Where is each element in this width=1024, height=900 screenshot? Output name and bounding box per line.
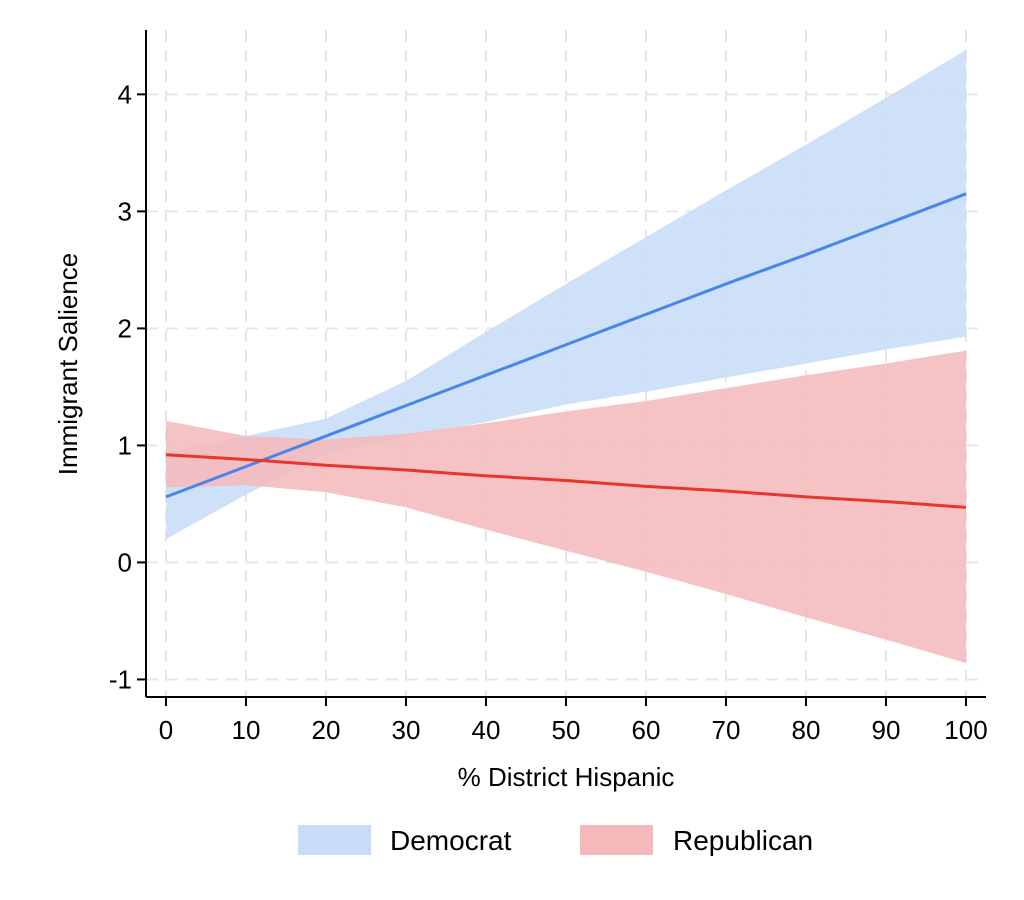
democrat-line [165, 192, 967, 499]
republican-confidence-band [166, 350, 966, 664]
x-tick-label-40: 40 [472, 715, 501, 745]
x-tick-label-60: 60 [632, 715, 661, 745]
democrat-confidence-band [166, 49, 966, 540]
x-tick-label-30: 30 [392, 715, 421, 745]
y-tick-label-2: 2 [118, 313, 132, 343]
y-tick-label-4: 4 [118, 79, 132, 109]
y-tick-label-3: 3 [118, 196, 132, 226]
x-axis-label: % District Hispanic [458, 762, 675, 792]
y-tick-label-1: 1 [118, 430, 132, 460]
confidence-bands [166, 49, 966, 664]
x-tick-label-50: 50 [552, 715, 581, 745]
axes [137, 30, 986, 706]
x-tick-label-70: 70 [712, 715, 741, 745]
legend-swatch-republican [580, 825, 653, 855]
y-tick-label--1: -1 [109, 664, 132, 694]
x-tick-label-10: 10 [232, 715, 261, 745]
y-tick-label-0: 0 [118, 547, 132, 577]
legend: Democrat Republican [298, 825, 813, 856]
tick-labels: 0 10 20 30 40 50 60 70 80 90 100 -1 0 1 2 3 4 [109, 79, 988, 745]
republican-line [165, 453, 967, 509]
legend-label-democrat: Democrat [390, 825, 512, 856]
x-tick-label-90: 90 [872, 715, 901, 745]
x-tick-label-100: 100 [944, 715, 987, 745]
series-lines [165, 192, 967, 509]
x-tick-label-80: 80 [792, 715, 821, 745]
x-tick-label-20: 20 [312, 715, 341, 745]
x-tick-label-0: 0 [159, 715, 173, 745]
y-axis-label: Immigrant Salience [53, 253, 83, 476]
legend-swatch-democrat [298, 825, 371, 855]
legend-label-republican: Republican [673, 825, 813, 856]
